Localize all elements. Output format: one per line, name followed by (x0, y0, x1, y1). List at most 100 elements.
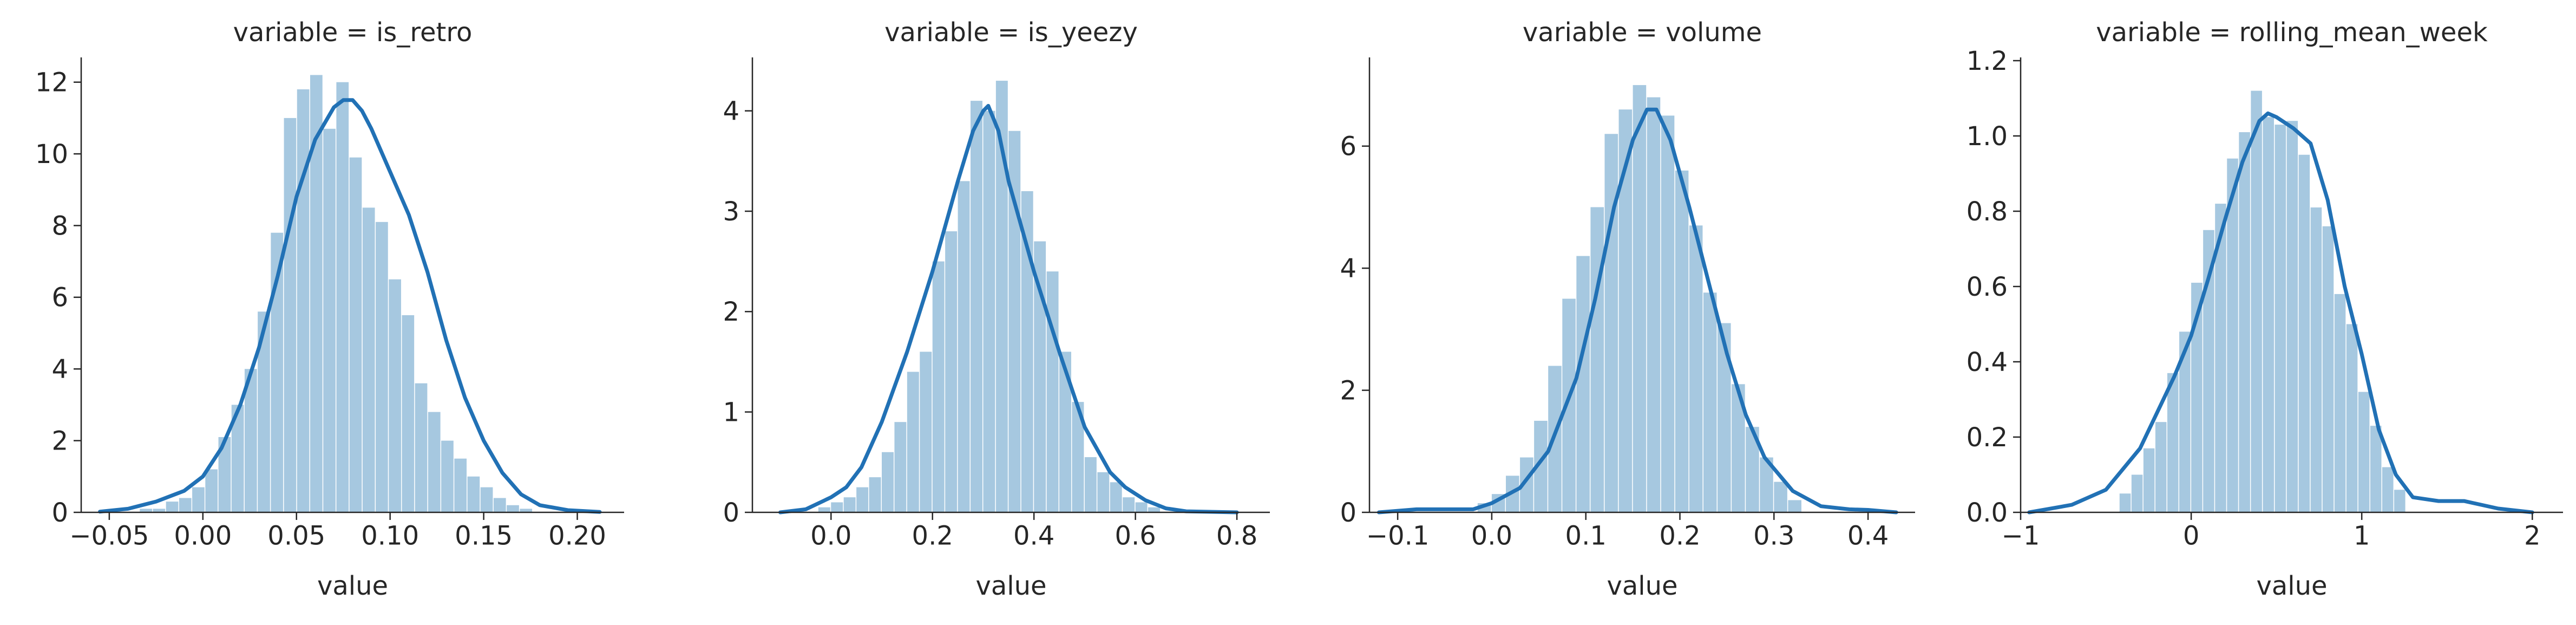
x-axis-label: value (317, 571, 388, 601)
histogram-bar (402, 315, 415, 512)
histogram-bar (2298, 154, 2310, 512)
y-tick-label: 4 (723, 96, 739, 126)
kde-line (1377, 107, 1898, 515)
y-tick-label: 0.8 (1967, 197, 2008, 227)
histogram-bar (258, 311, 270, 512)
histogram-bar (166, 502, 179, 512)
x-tick-label: −1 (2002, 521, 2040, 551)
histogram-bar (843, 497, 856, 512)
histogram-bar (480, 487, 493, 512)
histogram-bar (507, 505, 519, 512)
histogram-bar (140, 509, 152, 512)
x-tick-label: 0.00 (174, 521, 232, 551)
histogram-bar (882, 452, 894, 512)
x-axis-label: value (1607, 571, 1677, 601)
histogram-bar (323, 128, 336, 512)
histogram-bar (1084, 457, 1097, 512)
histogram-bar (2239, 132, 2250, 513)
histogram-bar (818, 507, 830, 512)
y-tick-label: 3 (723, 197, 739, 227)
y-tick-label: 10 (35, 139, 68, 170)
facet-title: variable = volume (1523, 17, 1762, 48)
histogram-bar (2215, 204, 2226, 513)
x-tick-label: −0.05 (69, 521, 149, 551)
y-tick-label: 6 (51, 283, 68, 313)
y-tick-label: 0.2 (1967, 422, 2008, 453)
x-tick-label: 0.20 (548, 521, 606, 551)
facet-panel: 0 1 2 3 4 0.0 0.2 0.4 0.6 0.8 variable = is_yeezyv… (723, 17, 1270, 601)
histogram-bar (1576, 256, 1590, 512)
x-tick-label: 0 (2183, 521, 2200, 551)
histogram-bar (983, 110, 995, 512)
y-tick-label: 8 (51, 211, 68, 241)
histogram-bar (971, 101, 982, 513)
histogram-bar (1097, 472, 1110, 512)
y-tick-label: 12 (35, 68, 68, 98)
histogram-bar (310, 75, 323, 512)
histogram-bar (428, 412, 441, 512)
kde-line (98, 98, 602, 514)
x-tick-label: 1 (2354, 521, 2370, 551)
y-tick-label: 6 (1340, 132, 1356, 162)
histogram-bar (2191, 283, 2203, 512)
y-tick-label: 0 (1340, 498, 1356, 528)
histogram-bar (2286, 121, 2298, 512)
histogram-bar (945, 231, 958, 513)
histogram-bar (894, 422, 907, 512)
histogram-bar (1788, 500, 1801, 512)
histogram-bar (205, 469, 218, 512)
histogram-bar (179, 498, 192, 512)
histogram-bar (2370, 426, 2382, 512)
y-tick-label: 4 (1340, 253, 1356, 284)
histogram-bar (2179, 331, 2191, 512)
y-tick-label: 0 (51, 498, 68, 528)
histogram-bar (218, 437, 231, 512)
histogram-bar (932, 261, 945, 512)
x-tick-label: 2 (2524, 521, 2541, 551)
histogram-bar (2203, 230, 2214, 512)
x-tick-label: 0.10 (361, 521, 419, 551)
y-tick-label: 1 (723, 397, 739, 427)
histogram-bar (1123, 497, 1135, 512)
histogram-bars (2119, 90, 2405, 513)
histogram-bar (1661, 115, 1675, 512)
histogram-bar (2227, 158, 2238, 512)
histogram-bar (1633, 85, 1647, 513)
x-tick-label: 0.6 (1115, 521, 1156, 551)
histogram-bar (336, 82, 349, 512)
x-tick-label: 0.0 (810, 521, 851, 551)
x-tick-label: 0.2 (912, 521, 953, 551)
histogram-bar (869, 477, 881, 512)
x-tick-label: 0.3 (1753, 521, 1794, 551)
histogram-bar (454, 458, 467, 512)
facet-panel: 0 2 4 6 8 10 12 −0.05 0.00 0.05 0.10 0.15 0.20 variab… (35, 17, 624, 601)
x-tick-label: 0.4 (1847, 521, 1889, 551)
histogram-bar (1135, 502, 1148, 512)
y-tick-label: 1.2 (1967, 46, 2008, 76)
facet-panel: 0 2 4 6 −0.1 0.0 0.1 0.2 0.3 0.4 variable = volume… (1340, 17, 1915, 601)
histogram-bar (1647, 97, 1661, 512)
histogram-bar (856, 487, 869, 512)
facet-title: variable = is_yeezy (884, 17, 1138, 48)
histogram-bar (467, 476, 480, 512)
histogram-bar (1774, 481, 1787, 512)
histogram-bar (297, 89, 310, 512)
y-tick-label: 0.6 (1967, 272, 2008, 302)
facet-title: variable = is_retro (233, 17, 473, 48)
x-tick-label: 0.2 (1659, 521, 1700, 551)
histogram-bar (2131, 474, 2143, 512)
facet-title: variable = rolling_mean_week (2096, 17, 2488, 48)
y-tick-label: 2 (1340, 375, 1356, 406)
histogram-bar (1703, 292, 1717, 512)
y-tick-label: 1.0 (1967, 121, 2008, 152)
histogram-bar (493, 498, 506, 512)
histogram-bar (1110, 482, 1122, 512)
histogram-bar (2275, 125, 2286, 512)
histogram-bar (2310, 207, 2322, 512)
facet-panel: 0.0 0.2 0.4 0.6 0.8 1.0 1.2 −1 0 1 2 variable = rol… (1967, 17, 2563, 601)
histogram-bar (1021, 191, 1033, 512)
histogram-bar (2263, 117, 2274, 512)
histogram-bar (2346, 324, 2358, 512)
histogram-bar (2394, 490, 2405, 512)
